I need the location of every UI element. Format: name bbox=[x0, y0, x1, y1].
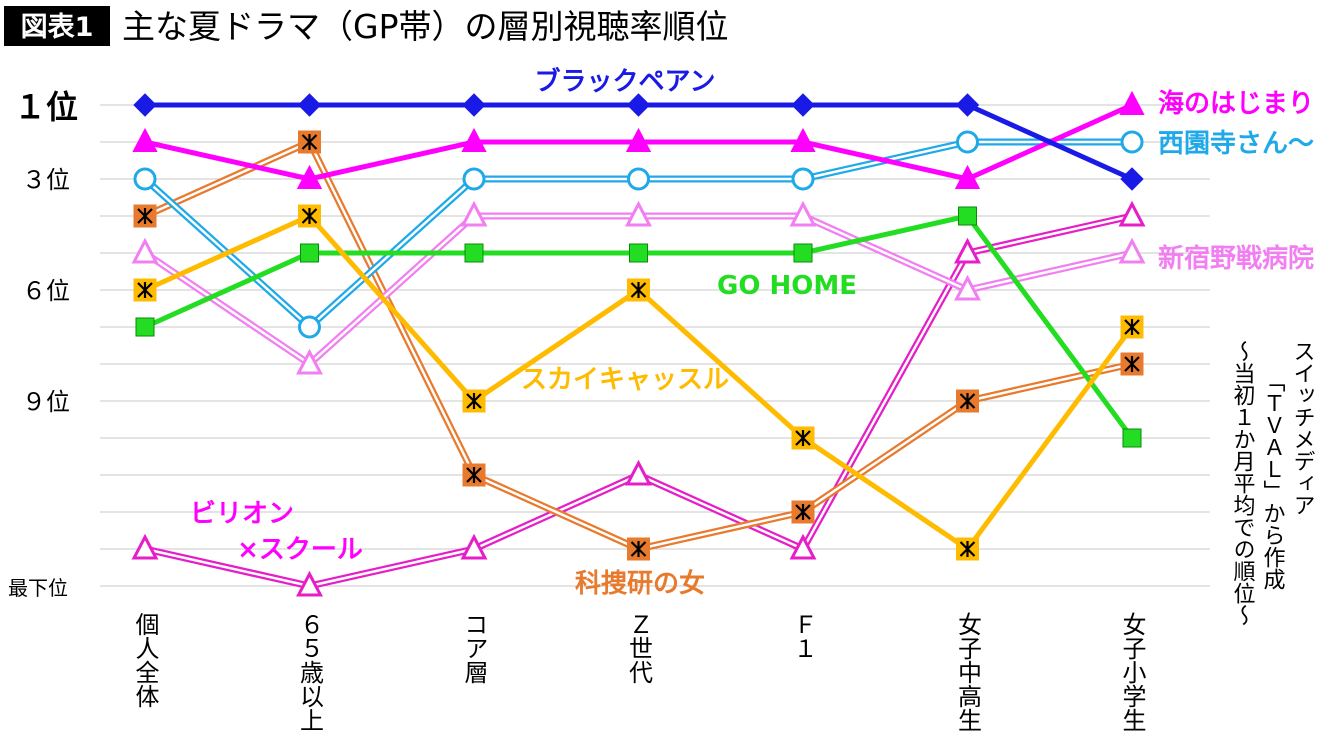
series-4 bbox=[135, 206, 1142, 448]
y-tick-label: ３位 bbox=[22, 166, 70, 194]
data-point bbox=[954, 164, 981, 189]
series-group bbox=[131, 90, 1146, 597]
x-tick-label: 個人全体 bbox=[131, 612, 159, 708]
title-badge: 図表1 bbox=[21, 12, 94, 43]
data-point bbox=[297, 93, 322, 117]
data-point bbox=[296, 570, 323, 597]
data-point bbox=[462, 93, 486, 117]
data-point bbox=[956, 537, 979, 561]
data-point bbox=[625, 200, 652, 227]
data-point bbox=[954, 274, 981, 301]
data-point bbox=[1119, 90, 1145, 115]
data-point bbox=[625, 459, 652, 486]
data-point bbox=[789, 533, 817, 560]
x-tick-label: Ｆ１ bbox=[789, 612, 817, 660]
data-point bbox=[300, 243, 319, 263]
data-point bbox=[791, 93, 815, 117]
data-point bbox=[296, 164, 323, 189]
data-point bbox=[132, 127, 158, 152]
data-point bbox=[131, 533, 159, 560]
series-label: 科捜研の女 bbox=[575, 568, 705, 599]
series-label: ビリオン bbox=[190, 499, 294, 529]
data-point bbox=[133, 204, 157, 228]
series-label: スカイキャッスル bbox=[521, 365, 729, 395]
series-0 bbox=[133, 93, 1144, 191]
data-point bbox=[298, 315, 321, 339]
data-point bbox=[296, 348, 323, 375]
source-note-line1: スイッチメディア bbox=[1290, 340, 1315, 516]
data-point bbox=[629, 243, 648, 263]
series-label: GO HOME bbox=[717, 271, 857, 301]
series-3 bbox=[131, 200, 1146, 375]
data-point bbox=[627, 167, 650, 191]
series-label: ×スクール bbox=[237, 535, 363, 565]
data-point bbox=[789, 200, 817, 227]
series-label: 海のはじまり bbox=[1158, 89, 1314, 119]
data-point bbox=[131, 237, 159, 264]
data-point bbox=[627, 278, 650, 302]
data-point bbox=[1122, 428, 1142, 448]
series-label: ブラックペアン bbox=[535, 66, 716, 97]
series-label: 新宿野戦病院 bbox=[1158, 243, 1314, 274]
data-point bbox=[956, 389, 979, 413]
data-point bbox=[1120, 130, 1144, 154]
source-note-line3: ～当初１か月平均での順位～ bbox=[1230, 340, 1256, 626]
data-point bbox=[955, 93, 980, 117]
data-point bbox=[464, 243, 484, 263]
data-point bbox=[958, 206, 977, 226]
data-point bbox=[462, 389, 486, 413]
data-point bbox=[461, 127, 487, 152]
y-tick-label: ６位 bbox=[22, 277, 70, 305]
series-5 bbox=[133, 204, 1144, 561]
data-point bbox=[133, 167, 157, 191]
series-label: 西園寺さん～ bbox=[1158, 129, 1314, 159]
data-point bbox=[626, 93, 651, 117]
data-point bbox=[462, 167, 486, 191]
data-point bbox=[298, 204, 321, 228]
source-note: スイッチメディア 「ＴＶＡＬ」から作成 ～当初１か月平均での順位～ bbox=[1230, 340, 1315, 626]
data-point bbox=[790, 127, 816, 152]
data-point bbox=[625, 127, 652, 152]
y-tick-label: ９位 bbox=[22, 388, 70, 416]
data-point bbox=[460, 200, 488, 227]
chart-title: 主な夏ドラマ（GP帯）の層別視聴率順位 bbox=[122, 7, 728, 46]
data-point bbox=[954, 237, 981, 264]
chart-header: 図表1 主な夏ドラマ（GP帯）の層別視聴率順位 bbox=[4, 6, 728, 46]
source-note-line2: 「ＴＶＡＬ」から作成 bbox=[1260, 370, 1286, 590]
data-point bbox=[1120, 167, 1144, 191]
data-point bbox=[627, 537, 650, 561]
data-point bbox=[135, 317, 155, 337]
x-tick-label: 女子中高生 bbox=[954, 612, 982, 732]
data-point bbox=[791, 500, 815, 524]
data-point bbox=[298, 130, 321, 154]
data-point bbox=[791, 426, 815, 450]
y-tick-label: １位 bbox=[14, 88, 78, 126]
series-6 bbox=[133, 130, 1144, 561]
data-point bbox=[1120, 352, 1144, 376]
data-point bbox=[1118, 200, 1146, 227]
title-badge-bg bbox=[4, 6, 110, 46]
data-point bbox=[133, 93, 157, 117]
series-7 bbox=[131, 200, 1146, 597]
data-point bbox=[956, 130, 979, 154]
data-point bbox=[460, 533, 488, 560]
x-axis-ticks: 個人全体 ６５歳以上 コア層 Ｚ世代 Ｆ１ 女子中高生 女子小学生 bbox=[131, 612, 1146, 732]
data-point bbox=[133, 278, 157, 302]
data-point bbox=[793, 243, 813, 263]
x-tick-label: Ｚ世代 bbox=[625, 612, 653, 684]
series-1 bbox=[132, 90, 1145, 189]
series-2 bbox=[133, 130, 1144, 339]
x-tick-label: 女子小学生 bbox=[1118, 612, 1146, 732]
x-tick-label: ６５歳以上 bbox=[296, 612, 324, 732]
x-tick-label: コア層 bbox=[460, 612, 488, 684]
data-point bbox=[1118, 237, 1146, 264]
data-point bbox=[791, 167, 815, 191]
data-point bbox=[1120, 315, 1144, 339]
data-point bbox=[462, 463, 486, 487]
y-tick-label: 最下位 bbox=[8, 576, 68, 600]
